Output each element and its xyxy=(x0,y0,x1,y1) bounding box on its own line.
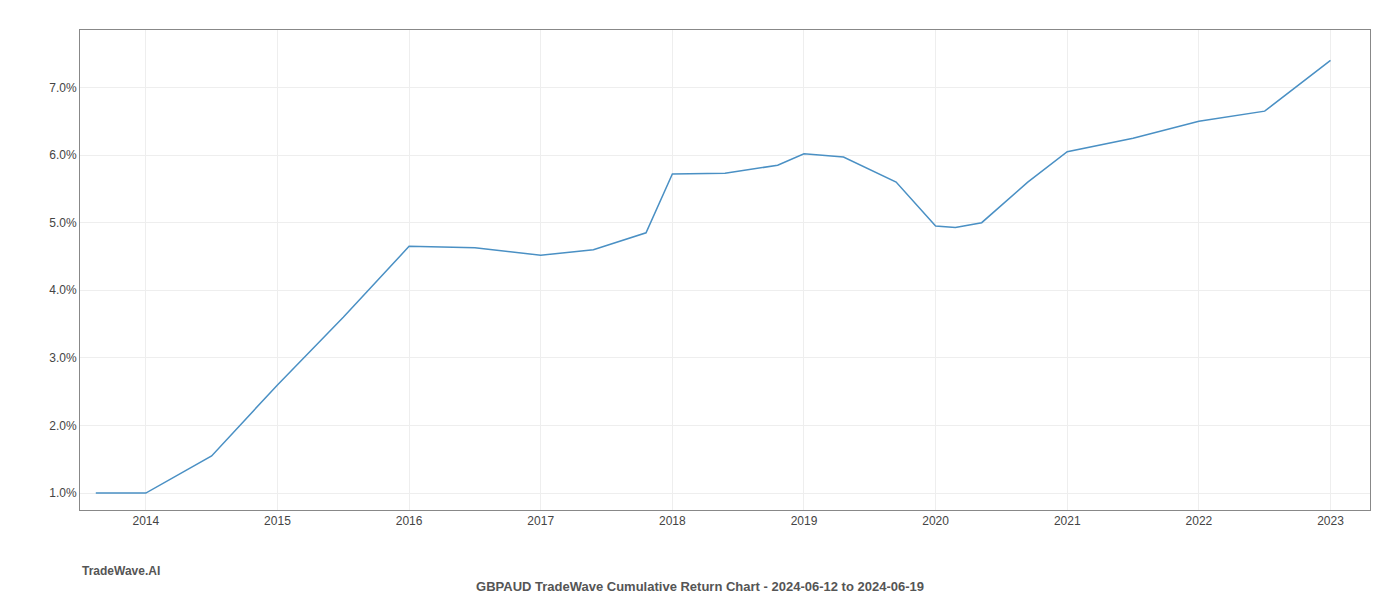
svg-text:TradeWave.AI: TradeWave.AI xyxy=(82,564,160,578)
svg-text:3.0%: 3.0% xyxy=(49,351,77,365)
svg-text:7.0%: 7.0% xyxy=(49,81,77,95)
svg-text:2017: 2017 xyxy=(527,514,554,528)
svg-text:2015: 2015 xyxy=(264,514,291,528)
svg-text:2019: 2019 xyxy=(791,514,818,528)
svg-text:2016: 2016 xyxy=(396,514,423,528)
svg-text:GBPAUD TradeWave Cumulative Re: GBPAUD TradeWave Cumulative Return Chart… xyxy=(476,579,924,594)
svg-text:1.0%: 1.0% xyxy=(49,486,77,500)
svg-text:2018: 2018 xyxy=(659,514,686,528)
svg-text:2020: 2020 xyxy=(922,514,949,528)
svg-text:2014: 2014 xyxy=(132,514,159,528)
svg-text:4.0%: 4.0% xyxy=(49,283,77,297)
svg-text:2022: 2022 xyxy=(1186,514,1213,528)
svg-text:2021: 2021 xyxy=(1054,514,1081,528)
svg-text:2.0%: 2.0% xyxy=(49,419,77,433)
svg-text:5.0%: 5.0% xyxy=(49,216,77,230)
svg-text:2023: 2023 xyxy=(1317,514,1344,528)
svg-text:6.0%: 6.0% xyxy=(49,148,77,162)
